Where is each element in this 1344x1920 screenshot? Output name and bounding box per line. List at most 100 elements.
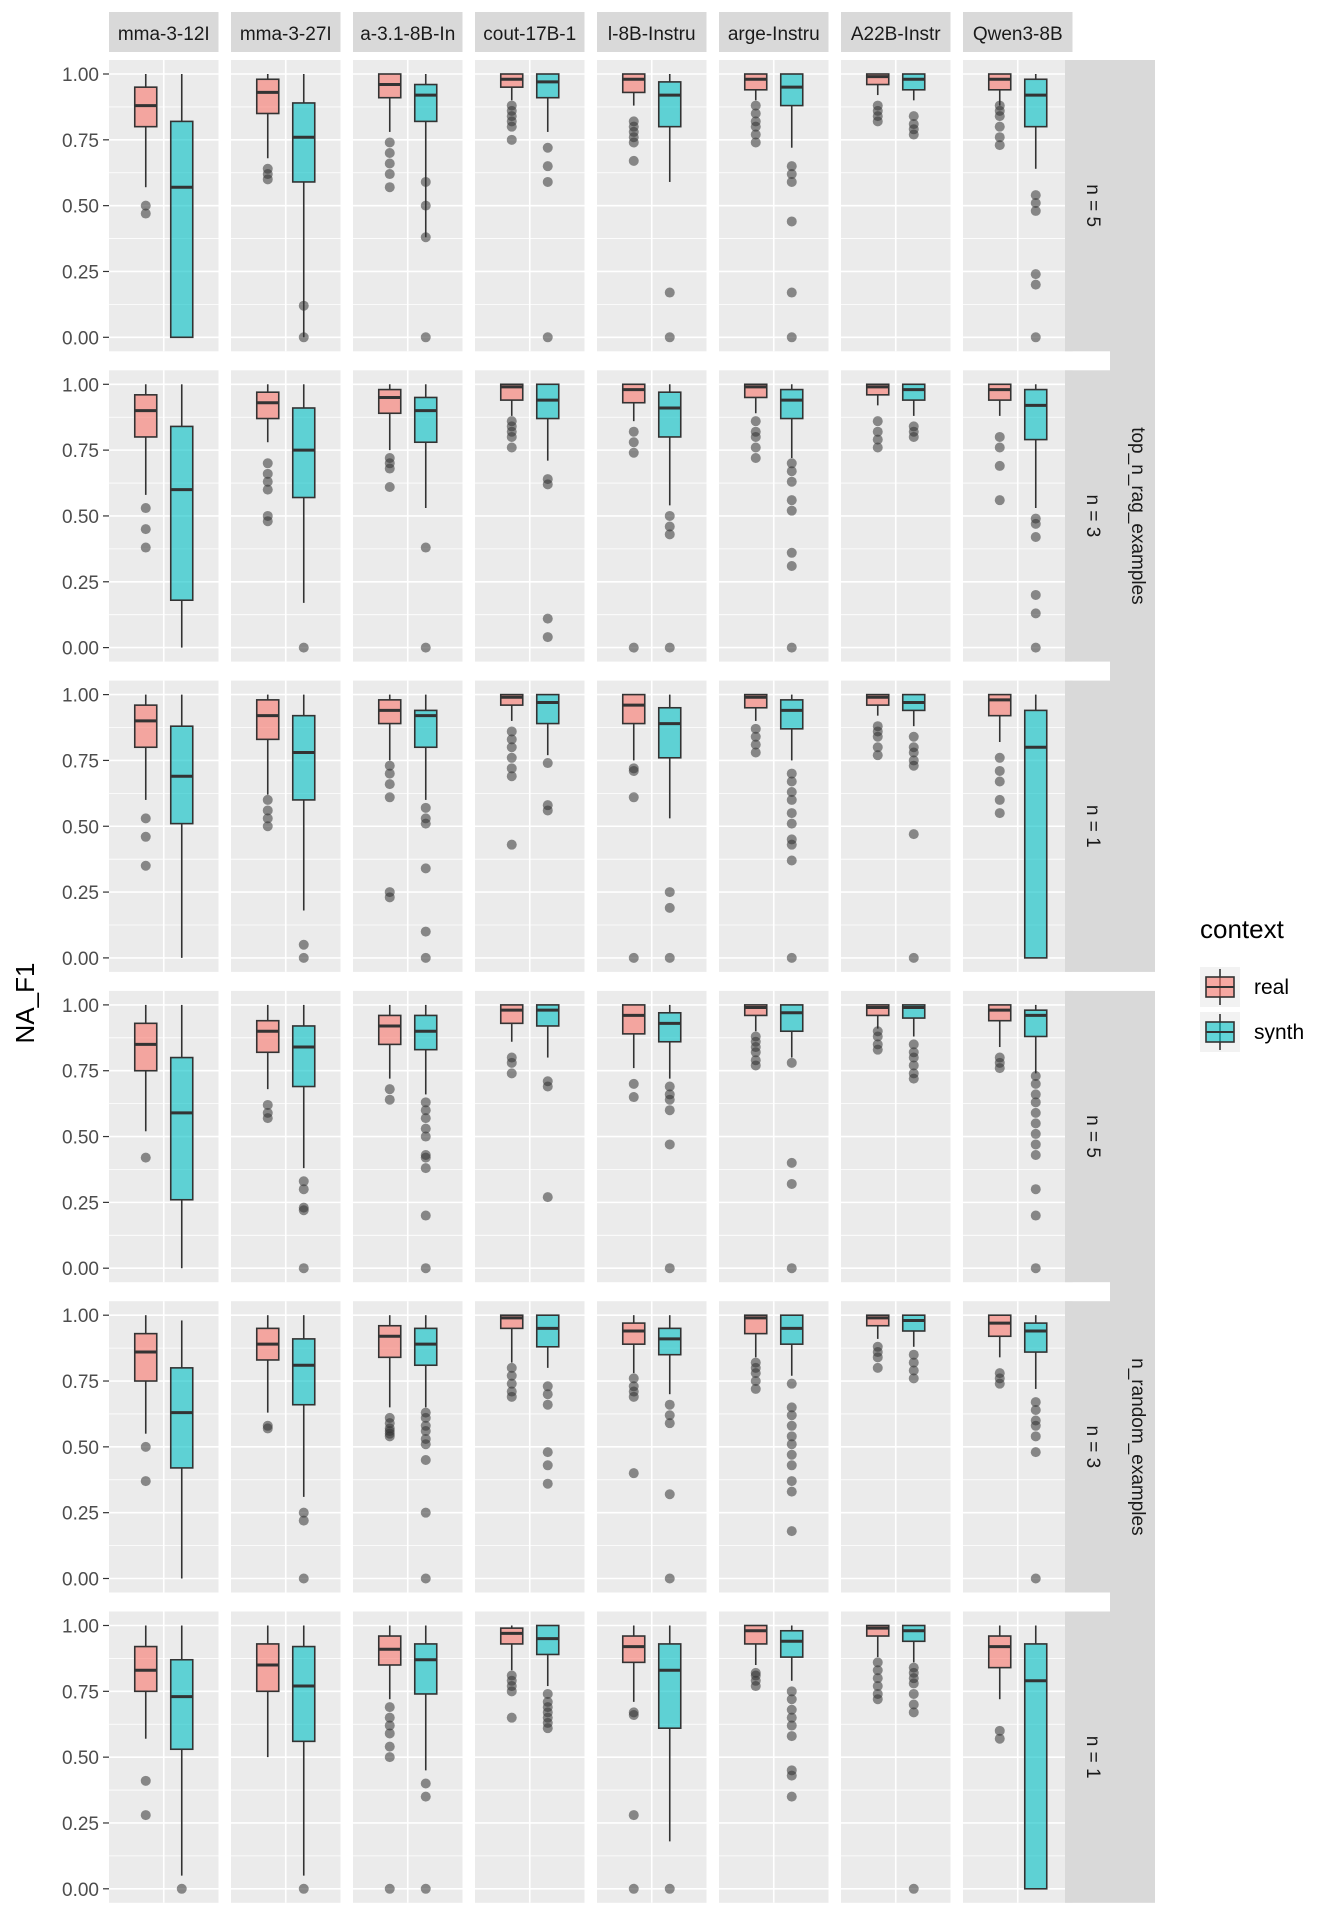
outlier-point bbox=[872, 426, 883, 437]
outlier-point bbox=[542, 479, 553, 490]
outlier-point bbox=[384, 481, 395, 492]
outlier-point bbox=[384, 1720, 395, 1731]
outlier-point bbox=[506, 742, 517, 753]
outlier-point bbox=[140, 503, 151, 514]
outlier-point bbox=[872, 1673, 883, 1684]
real-box bbox=[743, 693, 768, 758]
real-box bbox=[255, 694, 280, 832]
facet-panel bbox=[841, 1301, 951, 1593]
column-strip bbox=[475, 12, 585, 52]
real-box bbox=[499, 1314, 524, 1402]
real-box bbox=[377, 694, 402, 903]
facet-panel bbox=[719, 370, 829, 662]
real-box bbox=[865, 383, 890, 453]
outlier-point bbox=[786, 560, 797, 571]
y-tick-label: 0.50 bbox=[62, 1438, 99, 1459]
outlier-point bbox=[994, 765, 1005, 776]
outlier-point bbox=[420, 863, 431, 874]
outlier-point bbox=[420, 1778, 431, 1789]
box-iqr bbox=[779, 1629, 804, 1658]
outlier-point bbox=[140, 1775, 151, 1786]
outlier-point bbox=[872, 1657, 883, 1668]
box-iqr bbox=[987, 693, 1012, 717]
box-iqr bbox=[169, 120, 194, 339]
outlier-point bbox=[542, 1723, 553, 1734]
outlier-point bbox=[262, 516, 273, 527]
outlier-point bbox=[1030, 1263, 1041, 1274]
outlier-point bbox=[542, 1399, 553, 1410]
outlier-point bbox=[298, 1573, 309, 1584]
y-tick-label: 0.75 bbox=[62, 1682, 99, 1703]
outlier-point bbox=[1030, 1404, 1041, 1415]
outlier-point bbox=[750, 747, 761, 758]
box-iqr bbox=[1023, 709, 1048, 959]
facet-panel bbox=[353, 60, 463, 352]
legend-key-real: real bbox=[1200, 967, 1289, 1007]
outlier-point bbox=[298, 1184, 309, 1195]
synth-box bbox=[535, 73, 560, 343]
outlier-point bbox=[664, 510, 675, 521]
column-strip bbox=[719, 12, 829, 52]
outlier-point bbox=[750, 442, 761, 453]
synth-box bbox=[779, 694, 804, 963]
row-strip bbox=[1065, 370, 1110, 662]
outlier-point bbox=[506, 726, 517, 737]
y-tick-label: 0.75 bbox=[62, 1062, 99, 1083]
outlier-point bbox=[420, 1412, 431, 1423]
facet-panel bbox=[963, 370, 1073, 662]
outlier-point bbox=[420, 1152, 431, 1163]
outlier-point bbox=[994, 1378, 1005, 1389]
outlier-point bbox=[384, 158, 395, 169]
outlier-point bbox=[140, 200, 151, 211]
real-box bbox=[255, 1625, 280, 1758]
facet-panel bbox=[109, 1611, 219, 1903]
outlier-point bbox=[298, 332, 309, 343]
outlier-point bbox=[384, 1752, 395, 1763]
real-box bbox=[743, 73, 768, 148]
outlier-point bbox=[664, 1489, 675, 1500]
column-strip-label: mma-3-27I bbox=[240, 24, 332, 45]
outlier-point bbox=[506, 839, 517, 850]
box-iqr bbox=[779, 1004, 804, 1033]
outlier-point bbox=[1030, 608, 1041, 619]
real-box bbox=[377, 384, 402, 492]
outlier-point bbox=[786, 547, 797, 558]
synth-box bbox=[1023, 1315, 1048, 1584]
outlier-point bbox=[786, 1476, 797, 1487]
outlier-point bbox=[872, 434, 883, 445]
box-iqr bbox=[621, 1322, 646, 1345]
row-strip bbox=[1065, 1301, 1110, 1593]
outlier-point bbox=[994, 1725, 1005, 1736]
y-tick-label: 0.00 bbox=[62, 1259, 99, 1280]
outlier-point bbox=[1030, 198, 1041, 209]
facet-panel bbox=[597, 1301, 707, 1593]
outlier-point bbox=[298, 1883, 309, 1894]
outlier-point bbox=[1030, 1431, 1041, 1442]
real-box bbox=[743, 1624, 768, 1692]
outlier-point bbox=[786, 287, 797, 298]
outlier-point bbox=[384, 169, 395, 180]
outlier-point bbox=[384, 147, 395, 158]
outlier-point bbox=[908, 1349, 919, 1360]
facet-panel bbox=[109, 60, 219, 352]
row-strip bbox=[1065, 680, 1110, 972]
facet-panel bbox=[597, 60, 707, 352]
box-iqr bbox=[621, 693, 646, 725]
facet-panel bbox=[719, 1301, 829, 1593]
outlier-point bbox=[994, 121, 1005, 132]
outlier-point bbox=[786, 1178, 797, 1189]
outlier-point bbox=[1030, 1184, 1041, 1195]
real-box bbox=[133, 1004, 158, 1163]
box-iqr bbox=[987, 1635, 1012, 1669]
y-tick-label: 0.50 bbox=[62, 1128, 99, 1149]
outlier-point bbox=[542, 613, 553, 624]
outlier-point bbox=[1030, 642, 1041, 653]
outlier-point bbox=[420, 926, 431, 937]
outlier-point bbox=[1030, 589, 1041, 600]
column-strip-label: l-8B-Instru bbox=[608, 24, 696, 45]
outlier-point bbox=[786, 818, 797, 829]
box-iqr bbox=[657, 81, 682, 128]
outlier-point bbox=[664, 1094, 675, 1105]
outlier-point bbox=[786, 1731, 797, 1742]
